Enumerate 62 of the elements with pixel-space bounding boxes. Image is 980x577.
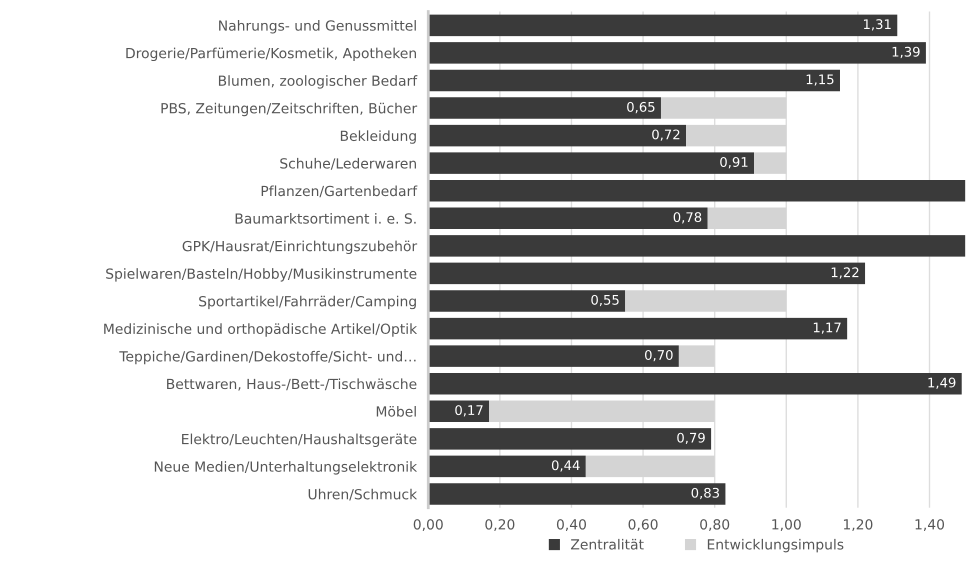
- bar: [428, 318, 848, 340]
- x-tick-label: 0,00: [414, 519, 443, 532]
- x-tick-label: 0,80: [700, 519, 730, 532]
- data-label: 0,70: [645, 350, 673, 362]
- bar: [428, 235, 966, 257]
- data-label: 1,39: [892, 46, 920, 58]
- bar: [428, 152, 754, 174]
- x-tick-label: 0,40: [556, 519, 586, 532]
- bar: [428, 124, 686, 146]
- data-label: 1,15: [806, 74, 834, 86]
- bar: [428, 483, 726, 505]
- data-label: 0,17: [455, 405, 483, 416]
- x-tick-label: 0,20: [485, 519, 514, 532]
- data-label: 1,17: [814, 322, 841, 334]
- data-label: 0,65: [627, 102, 654, 114]
- bar: [428, 42, 926, 64]
- y-tick-label: GPK/Hausrat/Einrichtungszubehör: [182, 240, 418, 254]
- bar: [428, 400, 490, 422]
- x-tick-label: 0,60: [628, 519, 658, 532]
- y-tick-label: Nahrungs- und Genussmittel: [219, 20, 416, 34]
- y-tick-label: Blumen, zoologischer Bedarf: [218, 75, 418, 89]
- x-tick-label: 1,00: [772, 519, 801, 532]
- bar: [428, 428, 712, 450]
- bar: [428, 180, 966, 202]
- data-label: 0,78: [674, 212, 702, 224]
- y-tick-label: Elektro/Leuchten/Haushaltsgeräte: [182, 434, 416, 448]
- data-label: 0,55: [591, 294, 619, 306]
- y-tick-label: Drogerie/Parfümerie/Kosmetik, Apotheken: [126, 48, 416, 62]
- bar: [428, 372, 962, 394]
- y-tick-label: Medizinische und orthopädische Artikel/Optik: [104, 323, 418, 337]
- y-tick-label: Schuhe/Lederwaren: [280, 158, 416, 170]
- y-tick-label: PBS, Zeitungen/Zeitschriften, Bücher: [161, 102, 418, 116]
- bar: [428, 70, 840, 92]
- bar: [428, 14, 898, 36]
- bar: [428, 456, 586, 478]
- data-label: 1,49: [928, 378, 956, 389]
- y-tick-label: Baumarktsortiment i. e. S.: [236, 213, 416, 224]
- y-tick-label: Neue Medien/Unterhaltungselektronik: [154, 461, 418, 475]
- data-label: 1,31: [864, 19, 891, 30]
- x-tick-label: 1,40: [916, 519, 944, 532]
- bar: [428, 208, 708, 230]
- y-tick-label: Bekleidung: [340, 130, 416, 144]
- y-tick-label: Sportartikel/Fahrräder/Camping: [199, 296, 416, 310]
- data-label: 0,91: [720, 157, 748, 168]
- bar: [428, 262, 866, 284]
- y-tick-label: Uhren/Schmuck: [308, 488, 418, 501]
- data-label: 0,79: [677, 432, 705, 444]
- bar: [428, 290, 626, 312]
- y-tick-label: Möbel: [376, 406, 416, 417]
- bar: [428, 97, 661, 119]
- y-tick-label: Bettwaren, Haus-/Bett-/Tischwäsche: [167, 378, 416, 391]
- data-label: 0,72: [652, 129, 680, 141]
- y-tick-label: Teppiche/Gardinen/Dekostoffe/Sicht- und…: [119, 350, 416, 364]
- y-tick-label: Pflanzen/Gartenbedarf: [262, 185, 418, 198]
- legend-label: Zentralität: [570, 538, 644, 550]
- bar: [428, 345, 679, 367]
- legend-label: Entwicklungsimpuls: [708, 538, 844, 552]
- data-label: 0,83: [692, 488, 719, 500]
- data-label: 0,44: [552, 460, 580, 472]
- data-label: 1,22: [832, 267, 858, 279]
- y-tick-label: Spielwaren/Basteln/Hobby/Musikinstrumente: [106, 268, 416, 282]
- x-tick-label: 1,20: [844, 519, 872, 532]
